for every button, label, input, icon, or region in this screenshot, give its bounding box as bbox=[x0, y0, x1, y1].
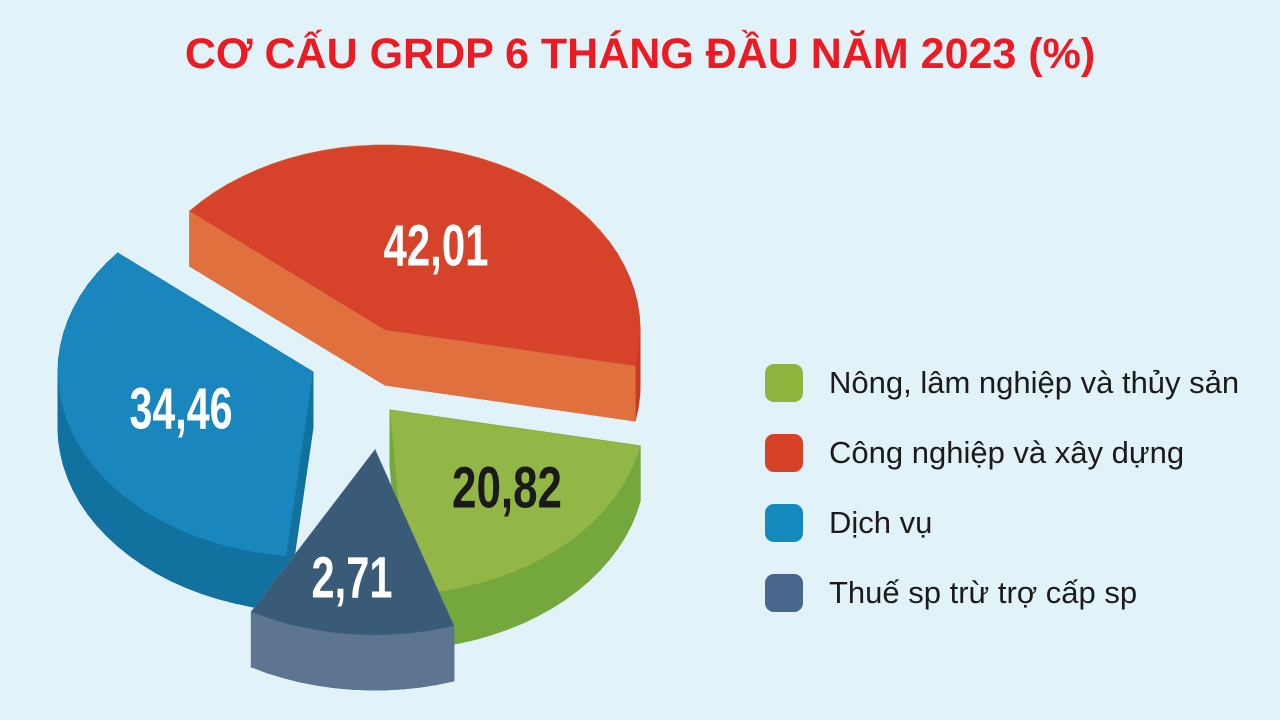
legend-label: Thuế sp trừ trợ cấp sp bbox=[829, 575, 1138, 610]
legend-label: Dịch vụ bbox=[829, 505, 933, 540]
legend-label: Công nghiệp và xây dựng bbox=[829, 435, 1185, 470]
legend-swatch-agriculture bbox=[765, 364, 803, 402]
legend-item: Thuế sp trừ trợ cấp sp bbox=[765, 574, 1239, 612]
legend-item: Dịch vụ bbox=[765, 504, 1239, 542]
legend-swatch-industry bbox=[765, 434, 803, 472]
pie-chart-3d: 42,01 34,46 20,82 2,71 bbox=[57, 144, 641, 691]
pie-slice-2 bbox=[57, 251, 314, 612]
slice-value-label: 42,01 bbox=[384, 214, 489, 279]
chart-title: CƠ CẤU GRDP 6 THÁNG ĐẦU NĂM 2023 (%) bbox=[184, 30, 1096, 78]
slice-value-label: 34,46 bbox=[130, 377, 233, 442]
legend-label: Nông, lâm nghiệp và thủy sản bbox=[829, 365, 1240, 400]
legend-item: Nông, lâm nghiệp và thủy sản bbox=[765, 364, 1239, 402]
pie-slice-4 bbox=[250, 448, 455, 691]
slice-value-label: 20,82 bbox=[452, 456, 562, 521]
slice-value-label: 2,71 bbox=[312, 546, 393, 611]
pie-slice-1 bbox=[188, 144, 641, 422]
legend-item: Công nghiệp và xây dựng bbox=[765, 434, 1239, 472]
chart-legend: Nông, lâm nghiệp và thủy sản Công nghiệp… bbox=[765, 364, 1239, 644]
legend-swatch-services bbox=[765, 504, 803, 542]
legend-swatch-taxes bbox=[765, 574, 803, 612]
